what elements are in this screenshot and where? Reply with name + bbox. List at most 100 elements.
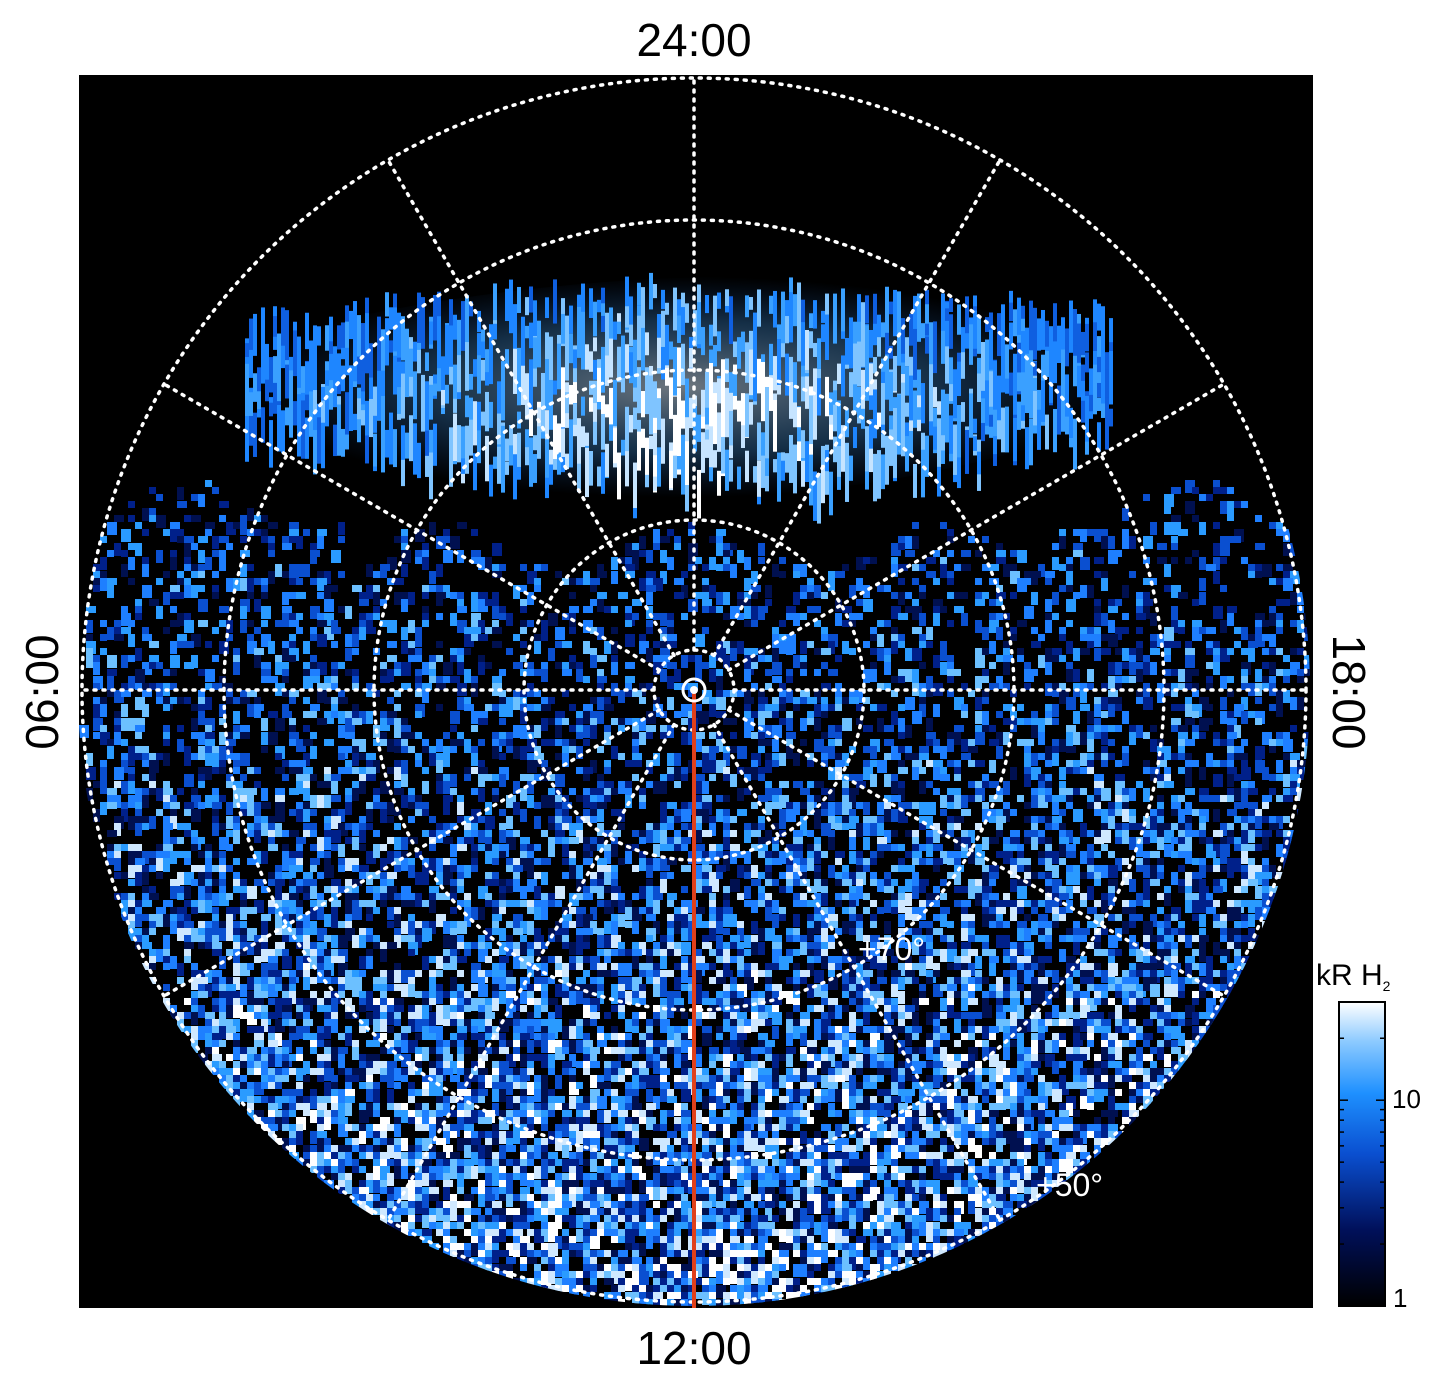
noise-pixel xyxy=(457,739,464,746)
noise-pixel xyxy=(660,809,667,822)
noise-pixel xyxy=(632,690,642,697)
noise-pixel xyxy=(996,711,1003,718)
noise-pixel xyxy=(590,907,597,920)
noise-pixel xyxy=(177,893,184,900)
noise-pixel xyxy=(408,942,418,955)
noise-pixel xyxy=(1234,900,1244,913)
noise-pixel xyxy=(170,802,180,809)
noise-pixel xyxy=(198,886,205,893)
noise-pixel xyxy=(639,830,646,837)
noise-pixel xyxy=(352,746,359,753)
noise-pixel xyxy=(1143,935,1150,942)
noise-pixel xyxy=(198,977,208,984)
noise-pixel xyxy=(1150,970,1160,983)
noise-pixel xyxy=(772,963,779,970)
noise-pixel xyxy=(1171,557,1178,564)
noise-pixel xyxy=(828,634,838,647)
noise-pixel xyxy=(149,858,156,871)
noise-pixel xyxy=(667,627,674,634)
noise-pixel xyxy=(1157,690,1164,703)
noise-pixel xyxy=(534,984,541,991)
noise-pixel xyxy=(688,550,695,557)
noise-pixel xyxy=(1255,844,1262,851)
noise-pixel xyxy=(702,795,712,808)
noise-pixel xyxy=(485,893,492,906)
noise-pixel xyxy=(814,914,821,927)
noise-pixel xyxy=(464,697,471,710)
noise-pixel xyxy=(1073,788,1083,795)
noise-pixel xyxy=(275,788,285,795)
noise-pixel xyxy=(1115,704,1122,711)
noise-pixel xyxy=(758,739,765,752)
noise-pixel xyxy=(709,753,716,760)
noise-pixel xyxy=(1255,634,1265,647)
noise-pixel xyxy=(1052,704,1059,717)
noise-pixel xyxy=(422,543,429,550)
noise-pixel xyxy=(828,963,835,976)
noise-pixel xyxy=(576,711,583,724)
noise-pixel xyxy=(149,851,159,864)
noise-pixel xyxy=(1038,634,1045,641)
noise-pixel xyxy=(163,725,170,738)
noise-pixel xyxy=(317,837,327,850)
noise-pixel xyxy=(429,956,439,963)
noise-pixel xyxy=(338,949,348,962)
noise-pixel xyxy=(597,795,604,808)
noise-pixel xyxy=(723,753,730,766)
noise-pixel xyxy=(345,648,352,661)
noise-pixel xyxy=(814,606,821,613)
noise-pixel xyxy=(366,935,373,942)
noise-pixel xyxy=(1171,984,1181,997)
noise-pixel xyxy=(912,522,919,529)
noise-pixel xyxy=(583,893,593,900)
noise-pixel xyxy=(940,984,947,991)
noise-pixel xyxy=(93,564,100,577)
noise-pixel xyxy=(562,872,569,879)
noise-pixel xyxy=(296,851,303,858)
noise-pixel xyxy=(289,613,299,620)
noise-pixel xyxy=(296,536,303,549)
noise-pixel xyxy=(1066,767,1076,774)
noise-pixel xyxy=(1171,837,1178,844)
noise-pixel xyxy=(401,662,411,669)
noise-pixel xyxy=(485,837,492,850)
noise-pixel xyxy=(212,753,219,766)
noise-pixel xyxy=(1157,935,1167,948)
noise-pixel xyxy=(380,571,387,578)
noise-pixel xyxy=(86,620,93,633)
noise-pixel xyxy=(93,809,100,822)
noise-pixel xyxy=(786,732,796,739)
noise-pixel xyxy=(135,795,145,802)
noise-pixel xyxy=(394,704,401,711)
noise-pixel xyxy=(1066,977,1073,990)
noise-pixel xyxy=(1101,683,1108,690)
noise-pixel xyxy=(275,921,282,928)
noise-pixel xyxy=(919,956,926,963)
noise-pixel xyxy=(520,956,530,969)
noise-pixel xyxy=(478,634,488,641)
noise-pixel xyxy=(394,739,404,752)
noise-pixel xyxy=(814,837,821,844)
noise-pixel xyxy=(303,774,310,781)
noise-pixel xyxy=(1038,788,1048,795)
noise-pixel xyxy=(639,634,646,647)
noise-pixel xyxy=(1220,935,1227,942)
noise-pixel xyxy=(534,760,541,767)
noise-pixel xyxy=(324,585,331,592)
noise-pixel xyxy=(1024,900,1031,907)
noise-pixel xyxy=(723,942,730,955)
noise-pixel xyxy=(583,641,590,654)
noise-pixel xyxy=(583,739,590,746)
noise-pixel xyxy=(1227,900,1234,913)
noise-pixel xyxy=(1115,837,1122,844)
noise-pixel xyxy=(996,613,1003,620)
noise-pixel xyxy=(317,998,324,1005)
noise-pixel xyxy=(1038,991,1048,1004)
noise-pixel xyxy=(184,662,194,669)
noise-pixel xyxy=(919,592,926,599)
noise-pixel xyxy=(331,907,338,914)
noise-pixel xyxy=(163,704,170,711)
noise-pixel xyxy=(1038,655,1045,668)
noise-pixel xyxy=(751,655,758,662)
noise-pixel xyxy=(156,872,163,879)
